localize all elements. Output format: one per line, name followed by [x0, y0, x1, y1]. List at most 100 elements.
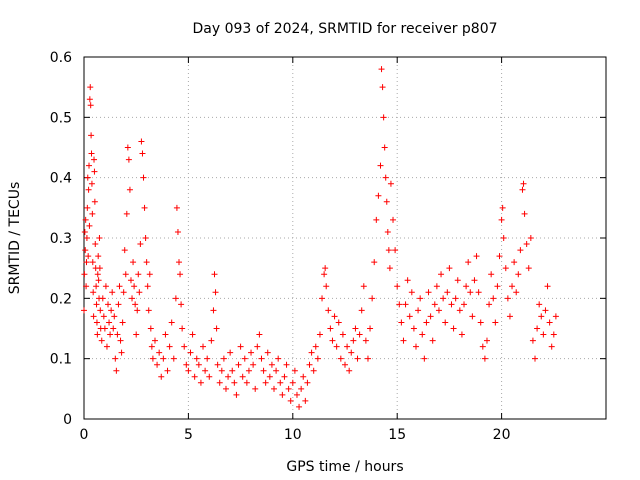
data-point — [91, 168, 98, 175]
data-point — [195, 361, 202, 368]
data-point — [113, 367, 120, 374]
data-point — [189, 331, 196, 338]
data-point — [254, 343, 261, 350]
data-point — [89, 210, 96, 217]
data-point — [552, 313, 559, 320]
data-point — [356, 331, 363, 338]
data-point — [360, 283, 367, 290]
data-point — [502, 265, 509, 272]
data-point — [133, 331, 140, 338]
data-point — [440, 295, 447, 302]
data-point — [144, 283, 151, 290]
data-point — [448, 301, 455, 308]
data-point — [177, 271, 184, 278]
data-point — [511, 259, 518, 266]
data-point — [444, 289, 451, 296]
data-point — [544, 283, 551, 290]
data-point — [115, 301, 122, 308]
data-point — [532, 355, 539, 362]
data-point — [108, 307, 115, 314]
data-point — [174, 228, 181, 235]
data-point — [214, 361, 221, 368]
data-point — [86, 222, 93, 229]
data-point — [179, 325, 186, 332]
data-point — [471, 277, 478, 284]
data-point — [486, 301, 493, 308]
data-point — [94, 271, 101, 278]
data-point — [527, 235, 534, 241]
data-point — [135, 271, 142, 278]
data-point — [146, 271, 153, 278]
data-point — [354, 355, 361, 362]
data-point — [213, 325, 220, 332]
data-point — [382, 174, 389, 181]
data-point — [540, 331, 547, 338]
data-point — [91, 156, 98, 163]
data-point — [262, 379, 269, 386]
data-point — [367, 325, 374, 332]
data-point — [142, 235, 149, 241]
data-point — [538, 313, 545, 320]
data-point — [264, 349, 271, 356]
data-point — [504, 295, 511, 302]
data-point — [93, 301, 100, 308]
data-point — [348, 349, 355, 356]
data-point — [371, 259, 378, 266]
data-point — [523, 241, 530, 248]
data-point — [381, 144, 388, 151]
data-point — [400, 337, 407, 344]
data-point — [506, 313, 513, 320]
data-point — [93, 319, 100, 326]
data-point — [509, 283, 516, 290]
data-point — [465, 259, 472, 266]
data-point — [130, 259, 137, 266]
tick-labels: 0 5 10 15 20 0 0.1 0.2 0.3 0.4 0.5 0.6 — [50, 50, 511, 443]
data-point — [456, 307, 463, 314]
data-point — [168, 319, 175, 326]
data-point — [498, 216, 505, 223]
data-point — [293, 391, 300, 398]
data-point — [154, 361, 161, 368]
data-point — [383, 198, 390, 205]
data-point — [350, 337, 357, 344]
data-point — [129, 295, 136, 302]
data-point — [396, 301, 403, 308]
data-point — [442, 319, 449, 326]
data-point — [204, 355, 211, 362]
data-point — [94, 331, 101, 338]
data-point — [319, 295, 326, 302]
data-point — [461, 301, 468, 308]
data-point — [120, 289, 127, 296]
data-point — [404, 277, 411, 284]
data-point — [85, 186, 92, 193]
data-point — [202, 367, 209, 374]
data-point — [127, 277, 134, 284]
data-point — [88, 132, 95, 139]
data-point — [546, 319, 553, 326]
data-point — [88, 150, 95, 157]
data-point — [106, 319, 113, 326]
data-point — [92, 241, 99, 248]
data-point — [83, 283, 90, 290]
data-point — [517, 247, 524, 254]
data-point — [258, 355, 265, 362]
data-point — [475, 289, 482, 296]
data-point — [415, 307, 422, 314]
data-point — [534, 325, 541, 332]
chart-title: Day 093 of 2024, SRMTID for receiver p80… — [192, 21, 497, 37]
data-point — [98, 337, 105, 344]
data-point — [378, 66, 385, 73]
data-point — [446, 265, 453, 272]
y-tick-label: 0.2 — [50, 291, 72, 307]
data-point — [333, 343, 340, 350]
data-point — [450, 325, 457, 332]
data-point — [335, 319, 342, 326]
data-point — [220, 355, 227, 362]
data-point — [83, 259, 90, 266]
data-point — [145, 307, 152, 314]
data-point — [216, 379, 223, 386]
data-point — [141, 204, 148, 211]
data-point — [140, 174, 147, 181]
